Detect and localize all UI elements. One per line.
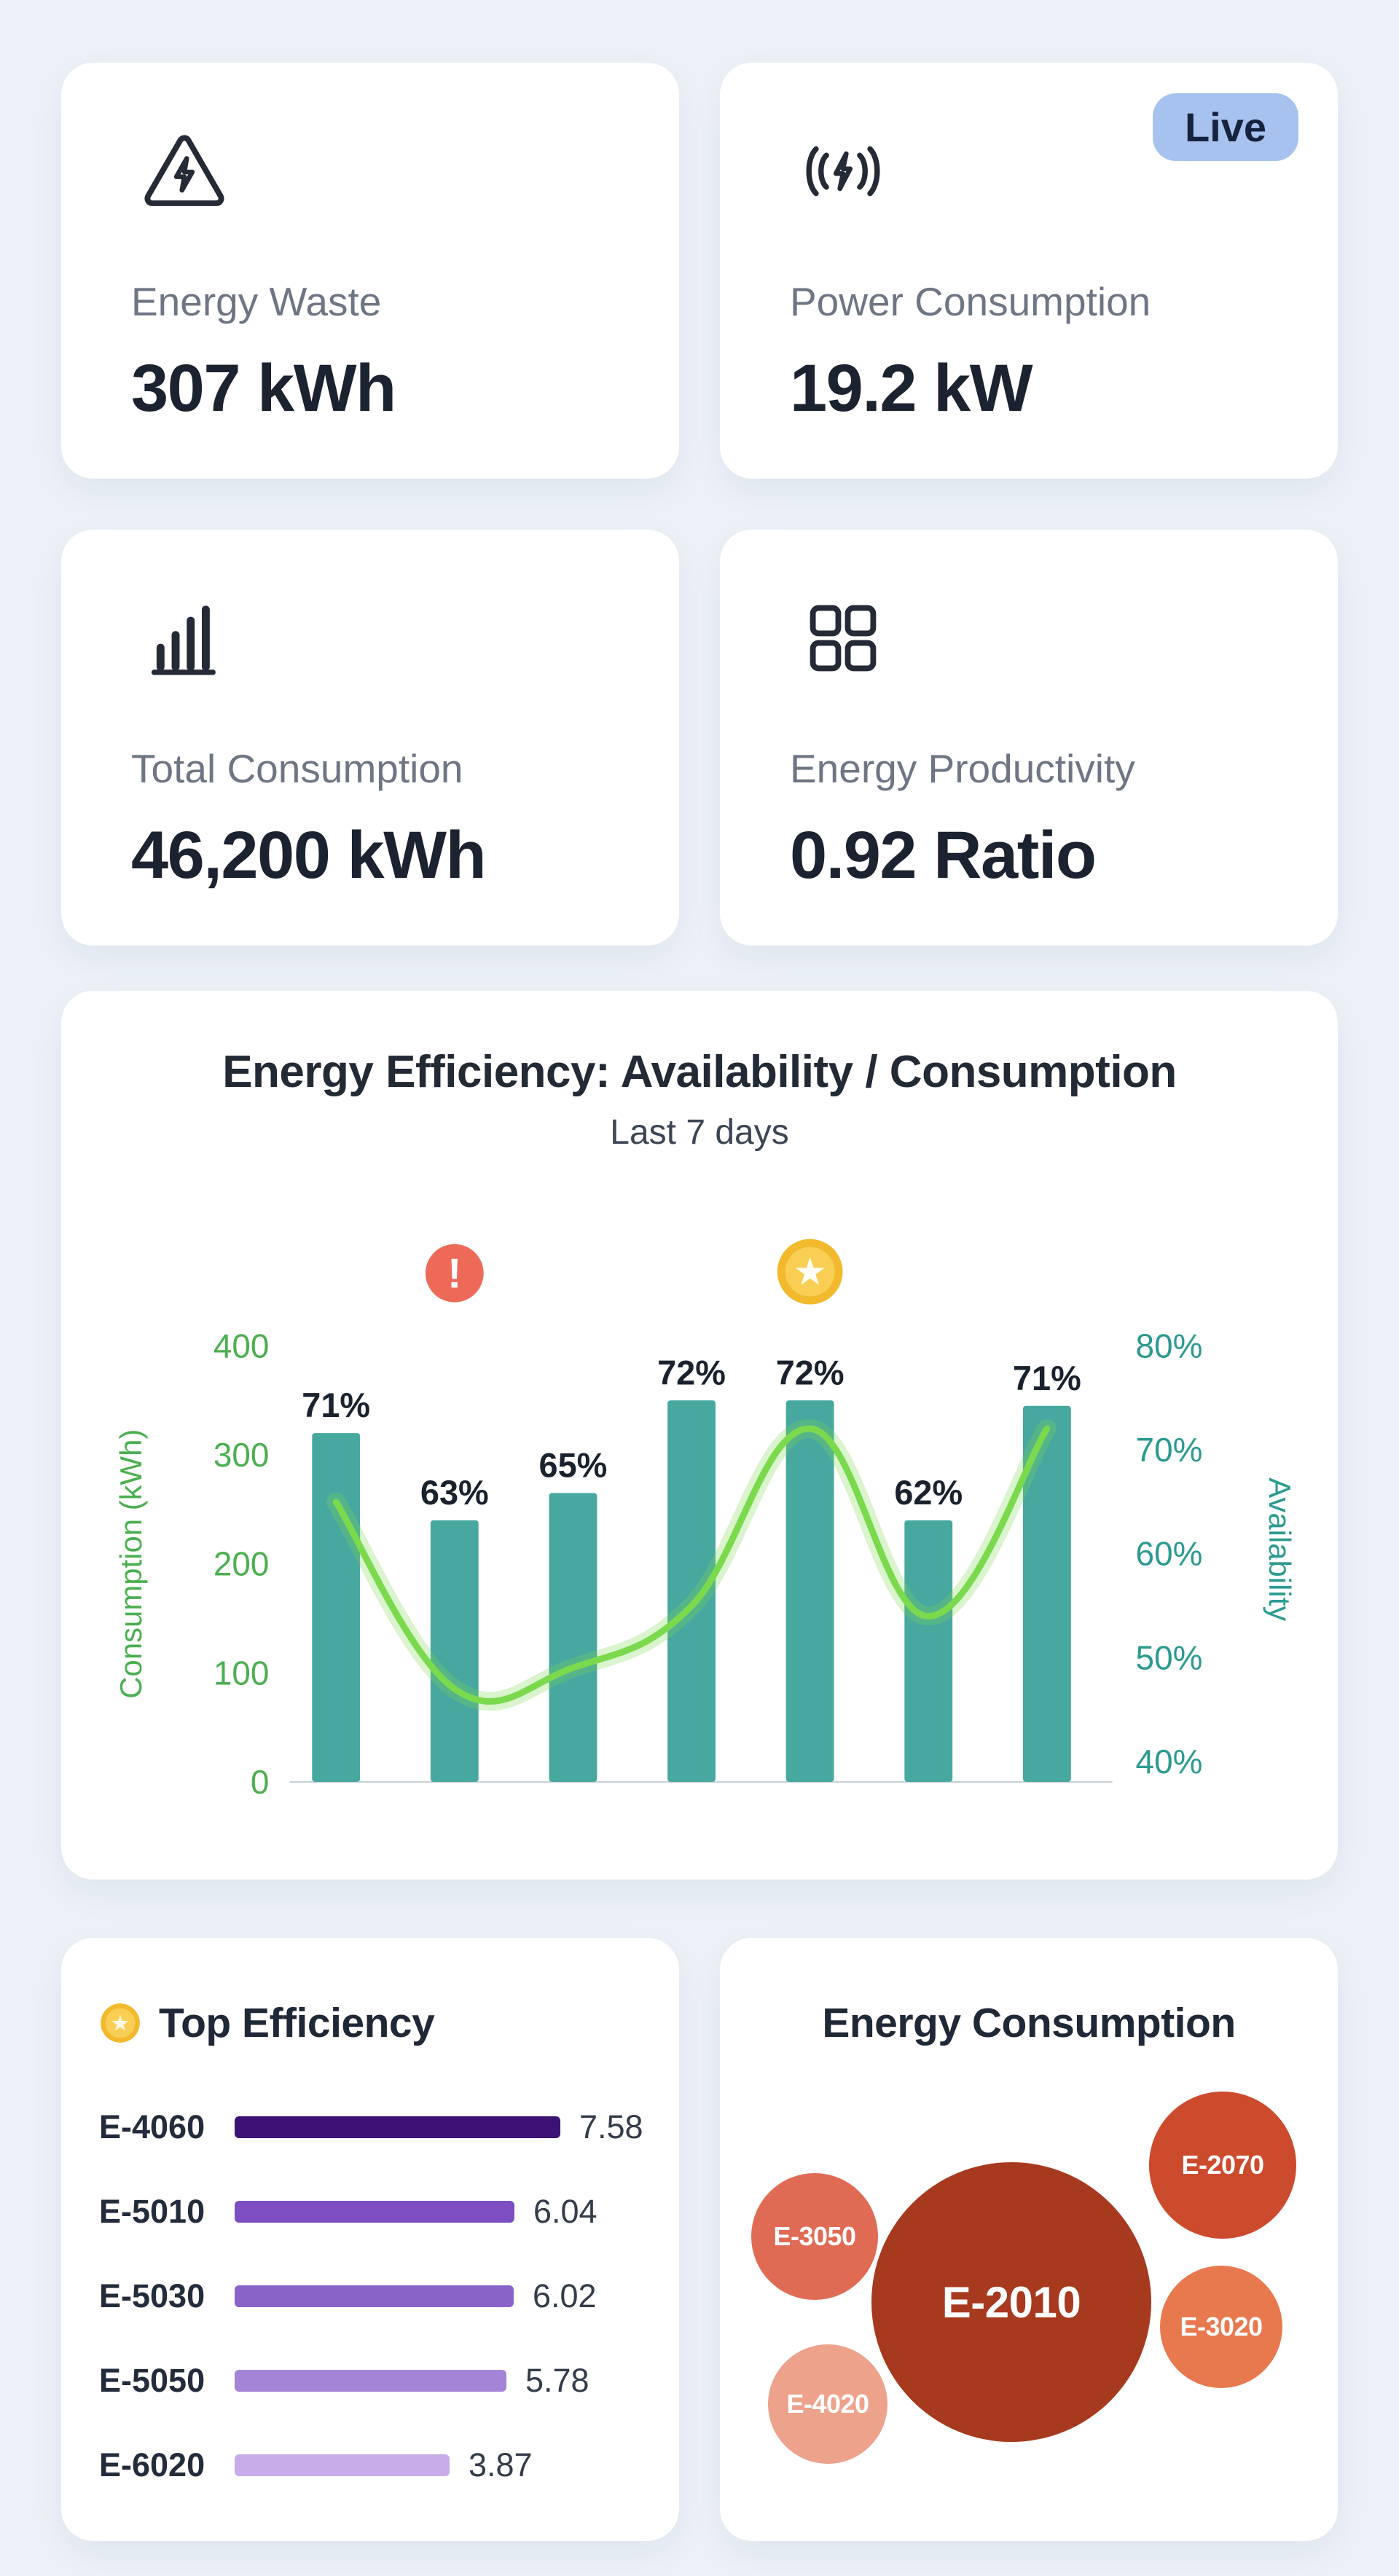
availability-point-label: 71% xyxy=(1013,1359,1081,1397)
availability-point-label: 72% xyxy=(776,1354,845,1391)
right-axis-tick: 40% xyxy=(1136,1743,1203,1780)
efficiency-value: 5.78 xyxy=(525,2362,589,2399)
bar-chart-icon xyxy=(140,594,628,683)
grid-icon xyxy=(799,594,1287,683)
efficiency-value: 6.02 xyxy=(533,2277,597,2314)
efficiency-bar-list: E-4060 7.58 E-5010 6.04 E-5030 6.02 E-5050 5.78… xyxy=(61,2085,679,2508)
efficiency-value: 7.58 xyxy=(579,2108,643,2145)
combo-chart-canvas: 0 100 200 300 400 Consumption (kWh) 40% 50% 60% 7… xyxy=(114,1238,1297,1801)
efficiency-chart-card: Energy Efficiency: Availability / Consum… xyxy=(61,991,1338,1880)
right-axis-tick: 50% xyxy=(1136,1638,1203,1676)
kpi-grid: Energy Waste 307 kWh Live Power Consumpt… xyxy=(61,63,1338,946)
consumption-bar xyxy=(430,1520,479,1782)
svg-text:★: ★ xyxy=(111,2012,130,2036)
stat-card-energy-waste: Energy Waste 307 kWh xyxy=(61,63,679,479)
equipment-label: E-5010 xyxy=(99,2193,205,2230)
live-badge: Live xyxy=(1152,93,1298,161)
consumption-bar xyxy=(785,1400,834,1782)
availability-line xyxy=(332,1425,1051,1705)
consumption-bar xyxy=(667,1400,716,1782)
bubble-e-2070: E-2070 xyxy=(1149,2092,1296,2239)
efficiency-row: E-6020 3.87 xyxy=(99,2423,653,2508)
equipment-label: E-6020 xyxy=(99,2446,205,2483)
bubble-e-4020: E-4020 xyxy=(768,2344,887,2464)
left-axis-tick: 0 xyxy=(251,1763,270,1801)
bubble-chart: E-2010 E-2070 E-3050 E-3020 E-4020 xyxy=(720,1938,1338,2541)
bubble-e-3050: E-3050 xyxy=(751,2173,878,2300)
alert-icon: ! xyxy=(425,1244,484,1303)
consumption-bar xyxy=(312,1433,361,1782)
top-efficiency-card: ★ Top Efficiency E-4060 7.58 E-5010 6.04 E-5… xyxy=(61,1938,679,2541)
availability-point-label: 65% xyxy=(539,1446,608,1484)
efficiency-row: E-5050 5.78 xyxy=(99,2339,653,2423)
availability-point-label: 71% xyxy=(302,1386,370,1424)
left-axis-tick: 200 xyxy=(213,1545,270,1583)
left-axis-tick: 400 xyxy=(213,1327,270,1364)
right-axis-tick: 60% xyxy=(1136,1535,1203,1573)
left-axis-tick: 100 xyxy=(213,1654,270,1692)
efficiency-bar xyxy=(235,2116,560,2138)
efficiency-row: E-5030 6.02 xyxy=(99,2254,653,2339)
stat-card-power-consumption: Live Power Consumption 19.2 kW xyxy=(720,63,1338,479)
broadcast-power-icon xyxy=(799,127,1287,216)
stat-value: 19.2 kW xyxy=(790,350,1033,425)
right-axis-title: Availability xyxy=(1263,1477,1297,1621)
stat-label: Energy Productivity xyxy=(790,746,1135,791)
equipment-label: E-5030 xyxy=(99,2277,205,2314)
panel-title: Energy Consumption xyxy=(822,2000,1236,2046)
chart-subtitle: Last 7 days xyxy=(610,1113,789,1152)
stat-card-total-consumption: Total Consumption 46,200 kWh xyxy=(61,530,679,946)
top-efficiency-header: ★ Top Efficiency xyxy=(61,1938,679,2047)
consumption-bar xyxy=(904,1520,953,1782)
bubble-e-3020: E-3020 xyxy=(1160,2266,1282,2388)
availability-point-label: 63% xyxy=(420,1474,489,1512)
right-axis-tick: 80% xyxy=(1136,1327,1203,1364)
efficiency-row: E-5010 6.04 xyxy=(99,2169,653,2254)
efficiency-row: E-4060 7.58 xyxy=(99,2085,653,2169)
consumption-bar xyxy=(1022,1405,1071,1782)
stat-label: Power Consumption xyxy=(790,279,1151,324)
efficiency-bar xyxy=(235,2285,514,2307)
bubble-e-2010: E-2010 xyxy=(871,2162,1151,2442)
stat-value: 0.92 Ratio xyxy=(790,817,1097,892)
equipment-label: E-4060 xyxy=(99,2108,205,2145)
stat-value: 46,200 kWh xyxy=(131,817,487,892)
efficiency-bar xyxy=(235,2454,450,2476)
warning-triangle-bolt-icon xyxy=(140,127,628,216)
efficiency-bar xyxy=(235,2201,514,2223)
stat-label: Energy Waste xyxy=(131,279,382,324)
bottom-grid: ★ Top Efficiency E-4060 7.58 E-5010 6.04 E-5… xyxy=(61,1938,1338,2541)
panel-title: Top Efficiency xyxy=(159,2000,435,2046)
consumption-availability-chart: 0 100 200 300 400 Consumption (kWh) 40% 50% 60% 7… xyxy=(96,1171,1303,1826)
svg-text:★: ★ xyxy=(793,1251,827,1293)
left-axis-title: Consumption (kWh) xyxy=(114,1429,148,1699)
efficiency-value: 3.87 xyxy=(469,2446,533,2483)
award-coin-icon: ★ xyxy=(777,1238,843,1305)
svg-text:!: ! xyxy=(447,1251,461,1297)
efficiency-bar xyxy=(235,2370,506,2392)
efficiency-value: 6.04 xyxy=(533,2193,597,2230)
stat-card-energy-productivity: Energy Productivity 0.92 Ratio xyxy=(720,530,1338,946)
consumption-bar xyxy=(549,1493,597,1782)
gold-coin-icon: ★ xyxy=(99,2002,141,2044)
chart-title: Energy Efficiency: Availability / Consum… xyxy=(222,1047,1177,1097)
availability-point-label: 62% xyxy=(894,1474,963,1512)
stat-value: 307 kWh xyxy=(131,350,396,425)
left-axis-tick: 300 xyxy=(213,1436,270,1474)
stat-label: Total Consumption xyxy=(131,746,463,791)
equipment-label: E-5050 xyxy=(99,2362,205,2399)
energy-consumption-card: Energy Consumption E-2010 E-2070 E-3050 E-3… xyxy=(720,1938,1338,2541)
right-axis-tick: 70% xyxy=(1136,1431,1203,1469)
availability-point-label: 72% xyxy=(657,1354,726,1391)
